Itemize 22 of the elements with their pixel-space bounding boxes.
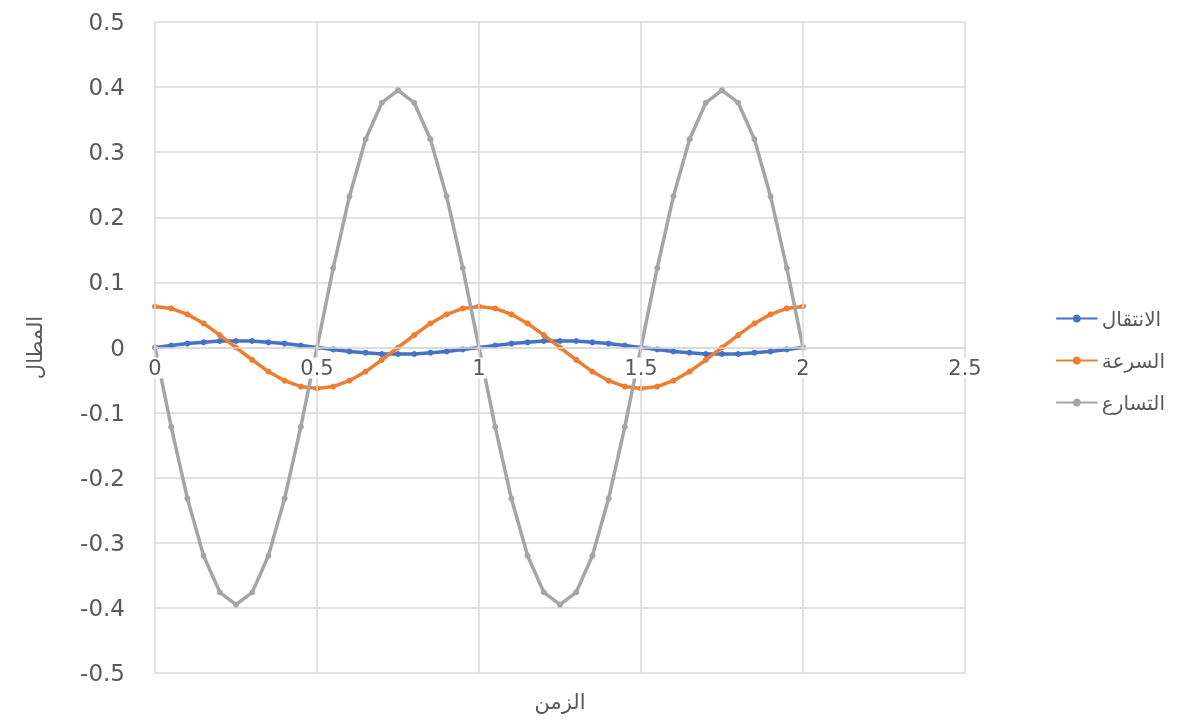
x-tick-label: 2 — [796, 356, 810, 380]
y-tick-label: -0.2 — [80, 464, 125, 491]
y-axis-title: المطال — [22, 315, 47, 380]
y-tick-label: 0.5 — [88, 9, 125, 35]
legend-label: السرعة — [1101, 348, 1165, 373]
legend-label: الانتقال — [1101, 306, 1162, 331]
y-tick-label: -0.4 — [80, 594, 125, 621]
y-tick-label: 0.2 — [88, 204, 125, 231]
y-tick-label: -0.1 — [80, 399, 125, 426]
y-tick-label: 0.1 — [88, 269, 125, 296]
x-tick-label: 2.5 — [948, 356, 982, 380]
x-tick-label: 1 — [472, 356, 486, 380]
y-tick-label: 0.3 — [88, 139, 125, 166]
y-tick-label: -0.5 — [80, 660, 125, 686]
x-tick-label: 0.5 — [300, 356, 334, 380]
y-tick-label: 0 — [110, 334, 125, 361]
x-tick-label: 1.5 — [624, 356, 658, 380]
legend-label: التسارع — [1101, 390, 1166, 415]
y-tick-label: 0.4 — [88, 74, 125, 101]
x-axis-title: الزمن — [534, 689, 586, 714]
y-tick-label: -0.3 — [80, 529, 125, 556]
x-tick-label: 0 — [148, 356, 162, 380]
